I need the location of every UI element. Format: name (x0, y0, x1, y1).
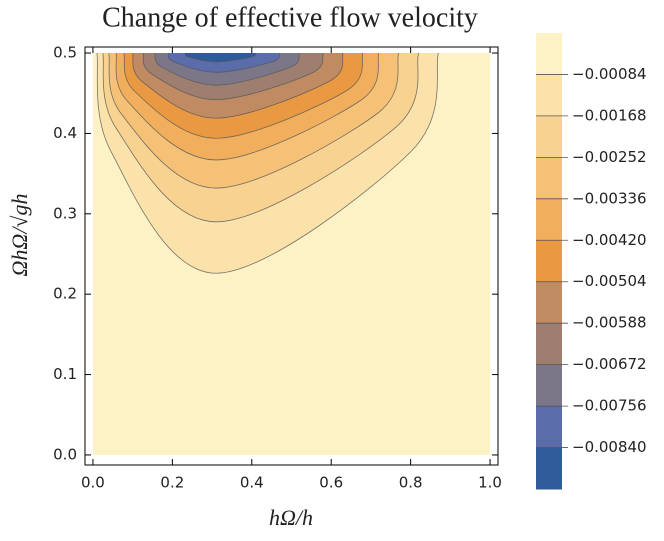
colorbar-band (536, 240, 562, 283)
contour-line (102, 52, 419, 223)
x-tick-label: 0.4 (240, 474, 264, 492)
y-tick-label: 0.0 (53, 445, 77, 463)
contour-line (108, 52, 400, 189)
contour-line (115, 52, 380, 161)
contour-line (123, 52, 364, 139)
colorbar-tick-label: −0.00504 (572, 272, 647, 290)
x-axis-label: hΩ/h (269, 505, 313, 530)
colorbar-band (536, 74, 562, 117)
colorbar-tick-label: −0.00756 (572, 397, 647, 415)
colorbar-tick-label: −0.00084 (572, 65, 647, 83)
chart-title: Change of effective flow velocity (102, 2, 478, 33)
x-tick-label: 0.6 (319, 474, 343, 492)
colorbar-band (536, 447, 562, 490)
colorbar-tick-label: −0.00672 (572, 355, 647, 373)
plot-frame (84, 46, 499, 466)
x-tick-label: 0.0 (81, 474, 105, 492)
colorbar-band (536, 198, 562, 241)
contour-line (132, 52, 344, 119)
colorbar-band (536, 115, 562, 158)
colorbar-tick-label: −0.00588 (572, 314, 647, 332)
contour-line (96, 52, 439, 274)
contour-line (142, 52, 324, 101)
colorbar-band (536, 281, 562, 324)
x-tick-label: 0.8 (399, 474, 423, 492)
y-tick-label: 0.5 (53, 44, 77, 62)
x-tick-label: 0.2 (160, 474, 184, 492)
y-tick-label: 0.4 (53, 124, 77, 142)
colorbar-band (536, 364, 562, 407)
colorbar-tick-label: −0.00252 (572, 148, 647, 166)
contour-region (185, 53, 256, 62)
y-axis-label: ΩhΩ/√gh (7, 193, 32, 276)
contour-line (154, 52, 300, 86)
colorbar-band (536, 323, 562, 366)
x-tick-label: 1.0 (478, 474, 502, 492)
colorbar-tick-label: −0.00840 (572, 438, 647, 456)
colorbar-band (536, 157, 562, 200)
y-tick-label: 0.2 (53, 285, 77, 303)
colorbar-band (536, 33, 562, 75)
colorbar-tick-label: −0.00336 (572, 189, 647, 207)
contour-line (167, 52, 280, 73)
colorbar-tick-label: −0.00420 (572, 231, 647, 249)
colorbar-band (536, 406, 562, 449)
colorbar-tick-label: −0.00168 (572, 106, 647, 124)
y-tick-label: 0.1 (53, 365, 77, 383)
y-tick-label: 0.3 (53, 204, 77, 222)
contour-line (184, 52, 257, 63)
